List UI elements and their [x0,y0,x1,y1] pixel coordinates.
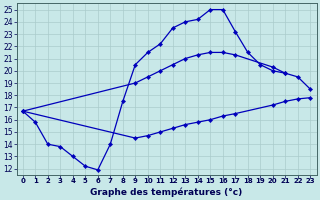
X-axis label: Graphe des températures (°c): Graphe des températures (°c) [91,187,243,197]
